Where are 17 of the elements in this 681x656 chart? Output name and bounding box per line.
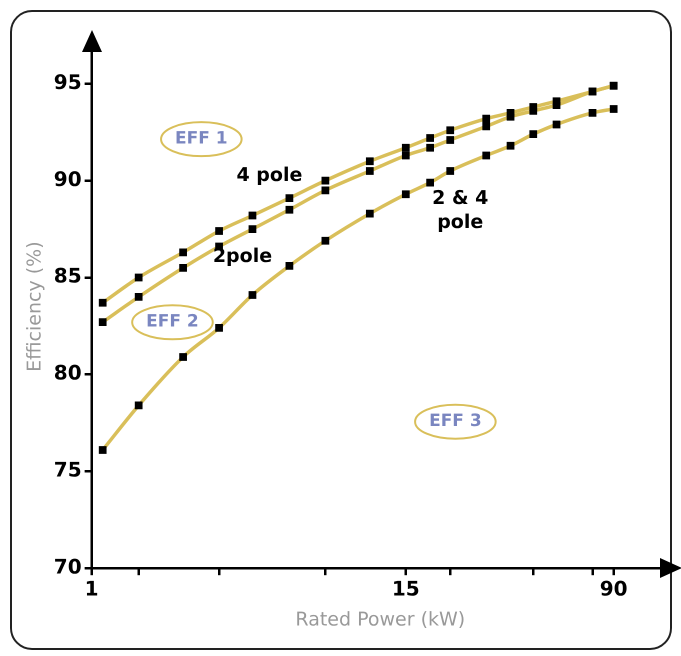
series-label: 2 & 4 pole bbox=[432, 186, 488, 233]
y-tick-label: 80 bbox=[54, 360, 82, 385]
annotation: EFF 1 bbox=[175, 128, 228, 149]
series-label: 2pole bbox=[212, 245, 272, 268]
x-tick-label: 1 bbox=[84, 576, 99, 600]
y-tick-label: 85 bbox=[54, 264, 82, 288]
x-axis-title: Rated Power (kW) bbox=[295, 608, 466, 631]
annotation: EFF 2 bbox=[146, 312, 199, 332]
y-tick-label: 90 bbox=[54, 166, 82, 191]
x-tick-label: 15 bbox=[392, 576, 420, 600]
y-axis-title: Efficiency (%) bbox=[23, 241, 46, 372]
y-tick-label: 70 bbox=[54, 554, 82, 578]
annotation: EFF 3 bbox=[429, 411, 482, 432]
x-tick-label: 90 bbox=[600, 576, 628, 600]
y-tick-label: 75 bbox=[54, 458, 82, 482]
series-label: 4 pole bbox=[236, 164, 302, 186]
y-tick-label: 95 bbox=[54, 70, 82, 94]
